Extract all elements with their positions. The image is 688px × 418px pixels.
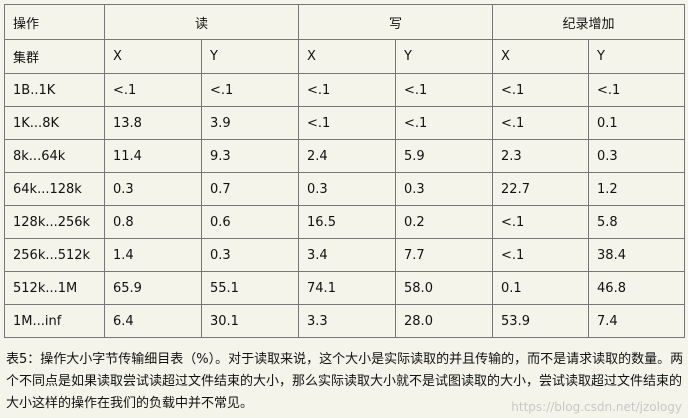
cell-read-y: 55.1 <box>200 271 300 305</box>
cell-append-y: 1.2 <box>588 172 686 206</box>
cell-read-x: 0.8 <box>104 205 202 239</box>
cell-write-x: 74.1 <box>298 271 397 305</box>
cell-append-x: <.1 <box>492 205 590 239</box>
cell-append-y: 7.4 <box>588 304 686 338</box>
cell-read-y: 0.6 <box>200 205 300 239</box>
cell-append-x: <.1 <box>492 106 590 140</box>
cell-write-y: 28.0 <box>395 304 494 338</box>
table-row: 64k...128k 0.3 0.7 0.3 0.3 22.7 1.2 <box>4 172 686 206</box>
cell-write-y: 0.3 <box>395 172 494 206</box>
cell-write-x: 2.4 <box>298 139 397 173</box>
cell-append-y: 38.4 <box>588 238 686 272</box>
cell-append-x: 53.9 <box>492 304 590 338</box>
cell-write-y: 7.7 <box>395 238 494 272</box>
subheader-write-x: X <box>298 39 397 74</box>
cell-write-x: 0.3 <box>298 172 397 206</box>
watermark: https://blog.csdn.net/jzology <box>511 400 682 414</box>
cell-read-x: 0.3 <box>104 172 202 206</box>
row-label: 1M...inf <box>4 304 105 338</box>
cell-write-x: 16.5 <box>298 205 397 239</box>
cell-write-x: <.1 <box>298 106 397 140</box>
cell-read-x: 1.4 <box>104 238 202 272</box>
header-operation: 操作 <box>4 4 105 40</box>
cell-read-x: 6.4 <box>104 304 202 338</box>
table-row: 1M...inf 6.4 30.1 3.3 28.0 53.9 7.4 <box>4 304 686 338</box>
table-row: 1K...8K 13.8 3.9 <.1 <.1 <.1 0.1 <box>4 106 686 140</box>
table-row: 1B..1K <.1 <.1 <.1 <.1 <.1 <.1 <box>4 73 686 107</box>
subheader-read-y: Y <box>200 39 300 74</box>
row-label: 1K...8K <box>4 106 105 140</box>
cell-append-y: 0.3 <box>588 139 686 173</box>
table-row: 256k...512k 1.4 0.3 3.4 7.7 <.1 38.4 <box>4 238 686 272</box>
cell-append-x: 0.1 <box>492 271 590 305</box>
table-subheader-row: 集群 X Y X Y X Y <box>4 39 686 74</box>
row-label: 8k...64k <box>4 139 105 173</box>
row-label: 256k...512k <box>4 238 105 272</box>
subheader-append-y: Y <box>588 39 686 74</box>
cell-write-x: 3.4 <box>298 238 397 272</box>
cell-read-y: 3.9 <box>200 106 300 140</box>
row-label: 64k...128k <box>4 172 105 206</box>
cell-write-x: 3.3 <box>298 304 397 338</box>
row-label: 512k...1M <box>4 271 105 305</box>
subheader-write-y: Y <box>395 39 494 74</box>
row-label: 1B..1K <box>4 73 105 107</box>
cell-write-y: 0.2 <box>395 205 494 239</box>
cell-write-x: <.1 <box>298 73 397 107</box>
table-row: 8k...64k 11.4 9.3 2.4 5.9 2.3 0.3 <box>4 139 686 173</box>
cell-read-y: 9.3 <box>200 139 300 173</box>
cell-read-x: <.1 <box>104 73 202 107</box>
table-row: 512k...1M 65.9 55.1 74.1 58.0 0.1 46.8 <box>4 271 686 305</box>
cell-write-y: <.1 <box>395 73 494 107</box>
cell-append-y: 0.1 <box>588 106 686 140</box>
cell-read-x: 13.8 <box>104 106 202 140</box>
cell-read-x: 65.9 <box>104 271 202 305</box>
subheader-cluster: 集群 <box>4 39 105 74</box>
cell-append-x: 2.3 <box>492 139 590 173</box>
subheader-append-x: X <box>492 39 590 74</box>
header-write: 写 <box>298 4 494 40</box>
cell-read-y: 30.1 <box>200 304 300 338</box>
cell-write-y: 58.0 <box>395 271 494 305</box>
table-header-row: 操作 读 写 纪录增加 <box>4 4 686 40</box>
cell-append-y: <.1 <box>588 73 686 107</box>
row-label: 128k...256k <box>4 205 105 239</box>
table-caption: 表5：操作大小字节传输细目表（%）。对于读取来说，这个大小是实际读取的并且传输的… <box>6 352 684 411</box>
cell-write-y: <.1 <box>395 106 494 140</box>
cell-write-y: 5.9 <box>395 139 494 173</box>
table-row: 128k...256k 0.8 0.6 16.5 0.2 <.1 5.8 <box>4 205 686 239</box>
cell-append-x: <.1 <box>492 73 590 107</box>
table-body: 1B..1K <.1 <.1 <.1 <.1 <.1 <.1 1K...8K 13.8 3.9 <.… <box>4 73 686 338</box>
cell-append-y: 5.8 <box>588 205 686 239</box>
cell-read-y: 0.3 <box>200 238 300 272</box>
cell-append-y: 46.8 <box>588 271 686 305</box>
header-read: 读 <box>103 4 300 40</box>
cell-read-x: 11.4 <box>104 139 202 173</box>
header-record-append: 纪录增加 <box>492 4 686 40</box>
cell-read-y: 0.7 <box>200 172 300 206</box>
cell-append-x: 22.7 <box>492 172 590 206</box>
transfer-size-table: 操作 读 写 纪录增加 集群 X Y X Y X Y 1B..1K <.1 <.1 <… <box>4 4 686 338</box>
cell-read-y: <.1 <box>200 73 300 107</box>
subheader-read-x: X <box>104 39 202 74</box>
cell-append-x: <.1 <box>492 238 590 272</box>
